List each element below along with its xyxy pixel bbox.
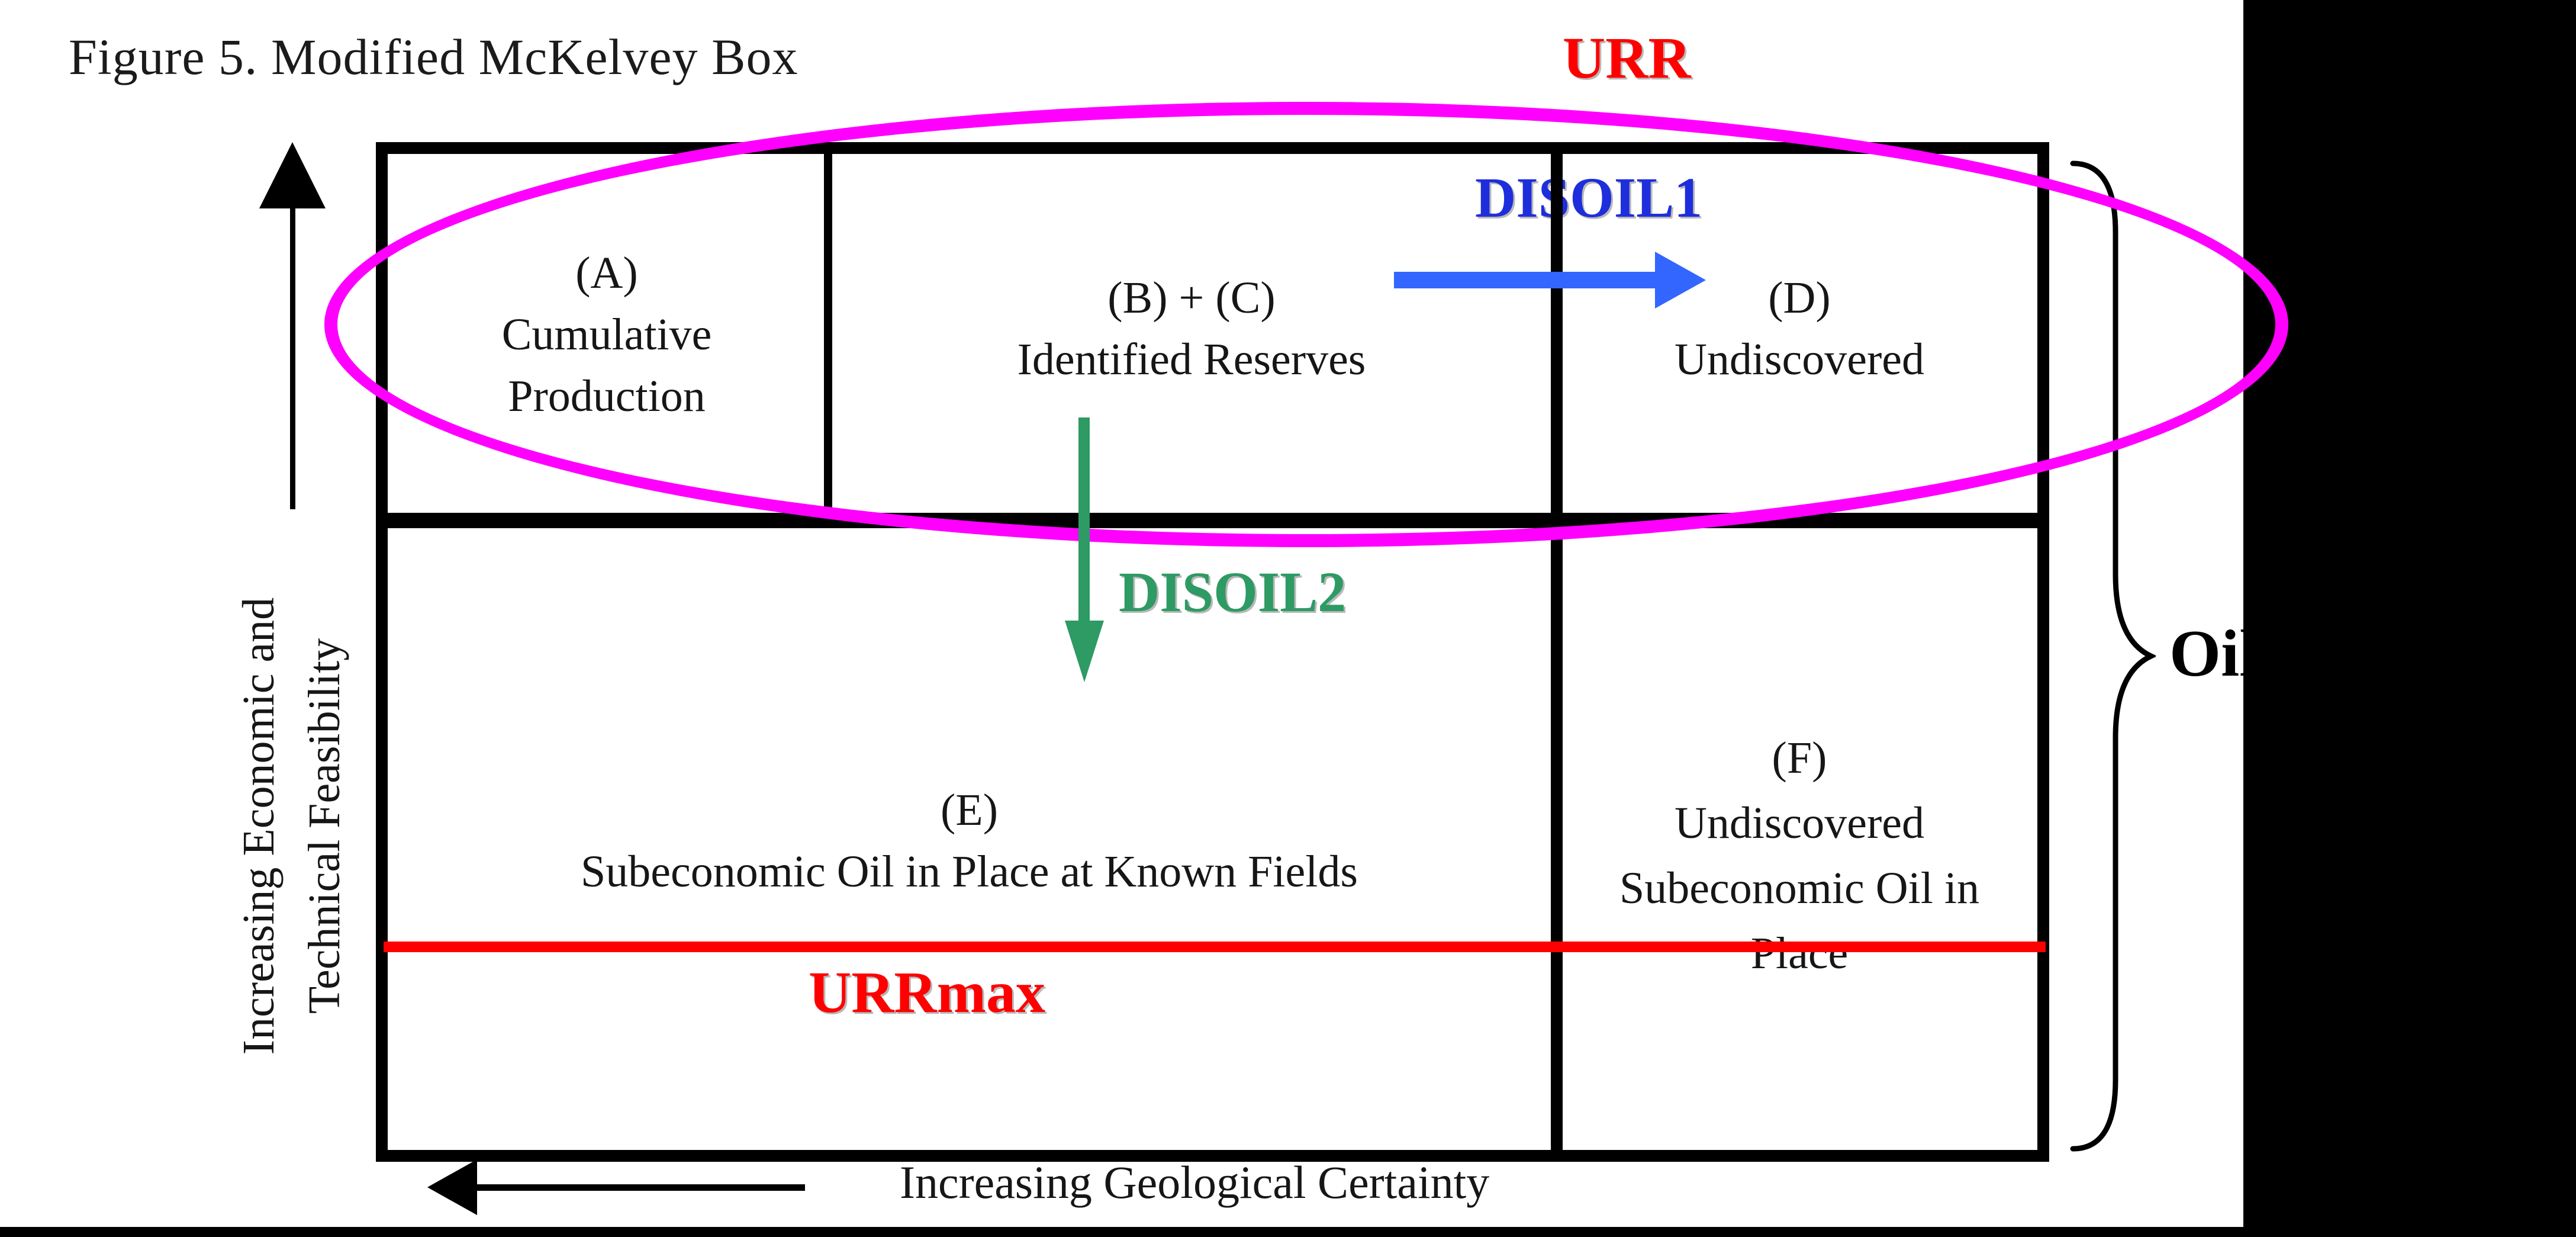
urr-ellipse: [324, 102, 2288, 547]
cell-e-line1: Subeconomic Oil in Place at Known Fields: [581, 847, 1358, 897]
cell-e-tag: (E): [940, 785, 999, 835]
urrmax-line: [384, 942, 2046, 952]
y-axis-label: Increasing Economic and Technical Feasib…: [226, 571, 358, 1081]
cell-e-subeconomic-known-fields: (E) Subeconomic Oil in Place at Known Fi…: [388, 728, 1551, 953]
right-black-panel: [2243, 0, 2576, 1237]
disoil2-arrow-shaft: [1078, 417, 1090, 622]
figure-title: Figure 5. Modified McKelvey Box: [69, 28, 798, 85]
x-axis-label: Increasing Geological Certainty: [900, 1156, 1490, 1208]
urr-label: URR: [1563, 25, 1691, 91]
disoil1-arrow-head-icon: [1655, 252, 1706, 309]
x-axis-arrow-shaft: [474, 1184, 805, 1191]
disoil1-arrow-shaft: [1394, 272, 1657, 288]
x-axis-arrow-head-icon: [427, 1159, 477, 1215]
disoil2-label: DISOIL2: [1119, 560, 1347, 624]
cell-f-tag: (F): [1772, 733, 1827, 783]
cell-f-line1: Undiscovered: [1674, 798, 1925, 848]
urrmax-label: URRmax: [809, 959, 1045, 1025]
bottom-black-strip: [0, 1227, 2576, 1237]
right-brace-icon: [2070, 160, 2156, 1152]
y-axis-label-line1: Increasing Economic and: [234, 597, 284, 1055]
disoil2-arrow-head-icon: [1065, 621, 1104, 682]
y-axis-arrow-head-icon: [259, 142, 326, 208]
cell-f-line3: Place: [1750, 928, 1849, 978]
y-axis-arrow-shaft: [290, 201, 295, 509]
y-axis-label-line2: Technical Feasibility: [300, 638, 349, 1014]
cell-f-undiscovered-subeconomic: (F) Undiscovered Subeconomic Oil in Plac…: [1563, 696, 2036, 1016]
cell-f-line2: Subeconomic Oil in: [1619, 863, 1979, 913]
